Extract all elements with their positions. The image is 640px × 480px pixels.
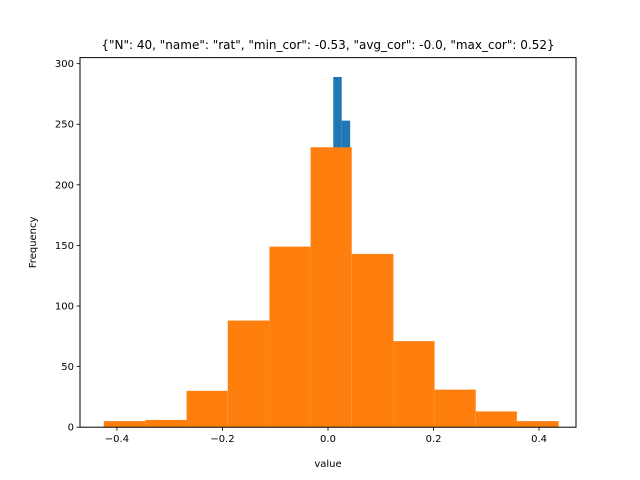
histogram-bar-s1-b4 <box>269 246 311 428</box>
histogram-bar-s1-b0 <box>103 421 146 428</box>
x-tick-label: 0.4 <box>531 434 547 445</box>
histogram-bar-s1-b2 <box>186 390 228 428</box>
histogram-bar-s1-b7 <box>393 341 435 428</box>
bars-group <box>103 76 559 428</box>
y-tick-label: 0 <box>68 423 74 434</box>
x-tick-label: 0.2 <box>426 434 442 445</box>
y-tick-label: 50 <box>61 362 74 373</box>
x-tick-label: −0.4 <box>105 434 129 445</box>
x-tick-label: 0.0 <box>320 434 336 445</box>
y-tick-label: 300 <box>55 59 74 70</box>
x-axis: −0.4 −0.2 0.0 0.2 0.4 <box>105 427 547 445</box>
y-tick-label: 250 <box>55 120 74 131</box>
histogram-bar-s1-b9 <box>475 411 517 428</box>
histogram-bar-s1-b5 <box>310 147 352 428</box>
y-axis: 0 50 100 150 200 250 300 <box>55 59 80 434</box>
histogram-bar-s1-b10 <box>516 421 559 428</box>
histogram-bar-s1-b6 <box>351 253 394 428</box>
x-axis-label: value <box>314 459 341 470</box>
y-tick-label: 200 <box>55 180 74 191</box>
histogram-bar-s1-b3 <box>227 320 270 428</box>
y-axis-label: Frequency <box>28 216 39 268</box>
chart-title: {"N": 40, "name": "rat", "min_cor": -0.5… <box>101 38 554 52</box>
y-tick-label: 100 <box>55 302 74 313</box>
x-tick-label: −0.2 <box>210 434 234 445</box>
y-tick-label: 150 <box>55 241 74 252</box>
histogram-bar-s1-b8 <box>434 389 476 428</box>
histogram-bar-s1-b1 <box>145 419 187 428</box>
